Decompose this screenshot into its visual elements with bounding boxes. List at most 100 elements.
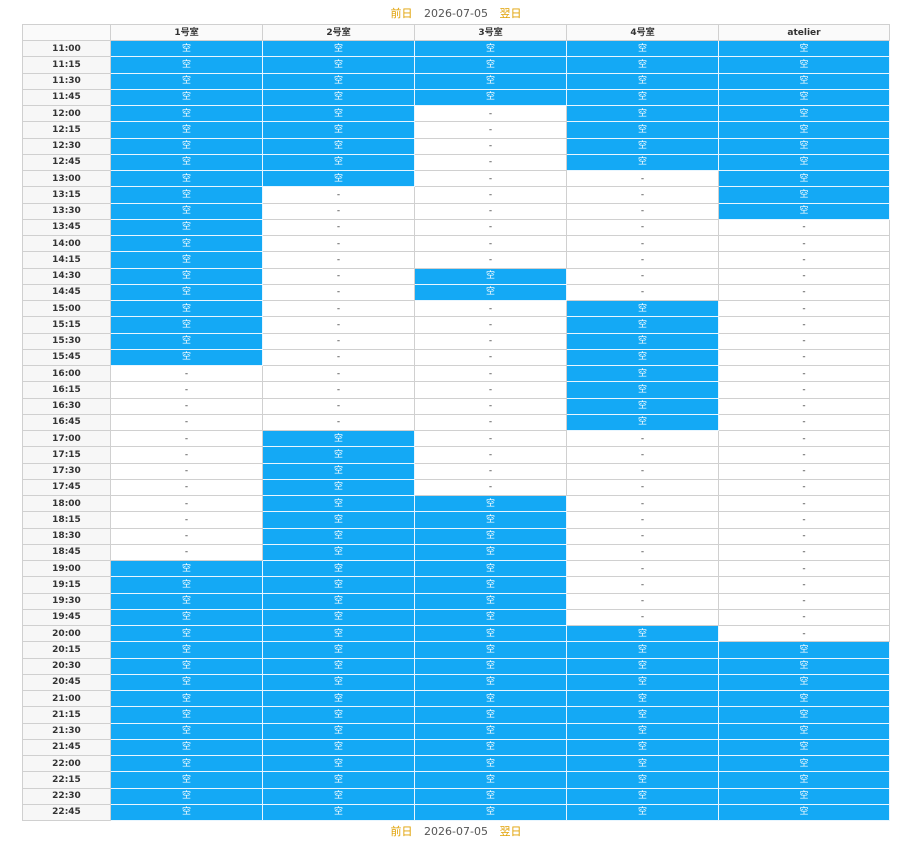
available-slot[interactable]: 空 (718, 169, 890, 188)
available-slot[interactable]: 空 (262, 88, 415, 107)
available-slot[interactable]: 空 (566, 673, 719, 692)
available-slot[interactable]: 空 (414, 88, 567, 107)
available-slot[interactable]: 空 (718, 738, 890, 757)
available-slot[interactable]: 空 (566, 299, 719, 318)
available-slot[interactable]: 空 (566, 706, 719, 724)
available-slot[interactable]: 空 (110, 803, 263, 822)
next-day-link[interactable]: 翌日 (499, 7, 522, 20)
available-slot[interactable]: 空 (262, 722, 415, 740)
available-slot[interactable]: 空 (718, 202, 890, 220)
available-slot[interactable]: 空 (566, 722, 719, 740)
available-slot[interactable]: 空 (262, 104, 415, 123)
available-slot[interactable]: 空 (566, 137, 719, 155)
available-slot[interactable]: 空 (718, 657, 890, 675)
available-slot[interactable]: 空 (566, 121, 719, 139)
available-slot[interactable]: 空 (110, 754, 263, 773)
available-slot[interactable]: 空 (262, 137, 415, 155)
available-slot[interactable]: 空 (566, 56, 719, 74)
available-slot[interactable]: 空 (110, 186, 263, 204)
available-slot[interactable]: 空 (262, 803, 415, 822)
available-slot[interactable]: 空 (414, 738, 567, 757)
available-slot[interactable]: 空 (110, 251, 263, 269)
available-slot[interactable]: 空 (414, 494, 567, 513)
available-slot[interactable]: 空 (110, 657, 263, 675)
available-slot[interactable]: 空 (262, 592, 415, 610)
available-slot[interactable]: 空 (414, 543, 567, 562)
available-slot[interactable]: 空 (262, 543, 415, 562)
available-slot[interactable]: 空 (566, 624, 719, 643)
available-slot[interactable]: 空 (110, 137, 263, 155)
available-slot[interactable]: 空 (110, 267, 263, 285)
available-slot[interactable]: 空 (414, 559, 567, 578)
available-slot[interactable]: 空 (414, 267, 567, 285)
available-slot[interactable]: 空 (718, 72, 890, 90)
available-slot[interactable]: 空 (110, 316, 263, 334)
available-slot[interactable]: 空 (718, 104, 890, 123)
available-slot[interactable]: 空 (110, 283, 263, 302)
available-slot[interactable]: 空 (110, 299, 263, 318)
available-slot[interactable]: 空 (262, 608, 415, 627)
available-slot[interactable]: 空 (718, 88, 890, 107)
available-slot[interactable]: 空 (718, 56, 890, 74)
available-slot[interactable]: 空 (414, 72, 567, 90)
available-slot[interactable]: 空 (262, 478, 415, 497)
available-slot[interactable]: 空 (414, 39, 567, 58)
available-slot[interactable]: 空 (110, 641, 263, 659)
available-slot[interactable]: 空 (110, 722, 263, 740)
available-slot[interactable]: 空 (110, 332, 263, 350)
available-slot[interactable]: 空 (110, 738, 263, 757)
available-slot[interactable]: 空 (414, 803, 567, 822)
available-slot[interactable]: 空 (110, 88, 263, 107)
available-slot[interactable]: 空 (110, 771, 263, 789)
available-slot[interactable]: 空 (110, 348, 263, 367)
next-day-link[interactable]: 翌日 (499, 825, 522, 838)
available-slot[interactable]: 空 (110, 169, 263, 188)
available-slot[interactable]: 空 (566, 348, 719, 367)
available-slot[interactable]: 空 (262, 121, 415, 139)
available-slot[interactable]: 空 (262, 641, 415, 659)
available-slot[interactable]: 空 (110, 689, 263, 708)
available-slot[interactable]: 空 (718, 39, 890, 58)
available-slot[interactable]: 空 (718, 722, 890, 740)
available-slot[interactable]: 空 (262, 673, 415, 692)
available-slot[interactable]: 空 (718, 137, 890, 155)
available-slot[interactable]: 空 (414, 641, 567, 659)
available-slot[interactable]: 空 (414, 283, 567, 302)
available-slot[interactable]: 空 (262, 153, 415, 172)
available-slot[interactable]: 空 (566, 381, 719, 399)
available-slot[interactable]: 空 (414, 706, 567, 724)
available-slot[interactable]: 空 (718, 803, 890, 822)
available-slot[interactable]: 空 (110, 624, 263, 643)
available-slot[interactable]: 空 (110, 234, 263, 253)
available-slot[interactable]: 空 (110, 39, 263, 58)
available-slot[interactable]: 空 (566, 397, 719, 415)
available-slot[interactable]: 空 (566, 88, 719, 107)
available-slot[interactable]: 空 (566, 316, 719, 334)
available-slot[interactable]: 空 (110, 202, 263, 220)
available-slot[interactable]: 空 (718, 706, 890, 724)
available-slot[interactable]: 空 (110, 153, 263, 172)
available-slot[interactable]: 空 (566, 787, 719, 805)
available-slot[interactable]: 空 (262, 56, 415, 74)
available-slot[interactable]: 空 (566, 771, 719, 789)
available-slot[interactable]: 空 (110, 787, 263, 805)
available-slot[interactable]: 空 (414, 689, 567, 708)
available-slot[interactable]: 空 (262, 462, 415, 480)
available-slot[interactable]: 空 (414, 608, 567, 627)
available-slot[interactable]: 空 (110, 673, 263, 692)
available-slot[interactable]: 空 (718, 754, 890, 773)
available-slot[interactable]: 空 (566, 657, 719, 675)
available-slot[interactable]: 空 (414, 722, 567, 740)
available-slot[interactable]: 空 (110, 121, 263, 139)
available-slot[interactable]: 空 (110, 72, 263, 90)
available-slot[interactable]: 空 (110, 218, 263, 237)
available-slot[interactable]: 空 (566, 332, 719, 350)
available-slot[interactable]: 空 (414, 787, 567, 805)
available-slot[interactable]: 空 (262, 511, 415, 529)
available-slot[interactable]: 空 (414, 754, 567, 773)
available-slot[interactable]: 空 (718, 121, 890, 139)
available-slot[interactable]: 空 (110, 576, 263, 594)
available-slot[interactable]: 空 (414, 592, 567, 610)
available-slot[interactable]: 空 (110, 559, 263, 578)
available-slot[interactable]: 空 (262, 738, 415, 757)
